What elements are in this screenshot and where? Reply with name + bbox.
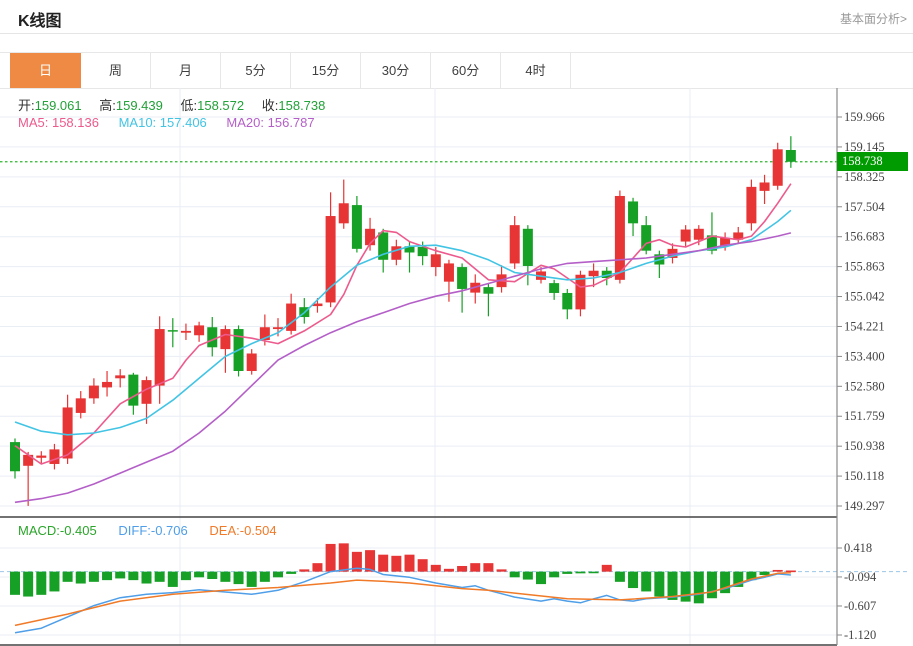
svg-text:150.938: 150.938 — [844, 439, 885, 453]
titlebar: K线图 基本面分析> — [0, 0, 913, 33]
svg-text:157.504: 157.504 — [844, 200, 885, 214]
ma-readout: MA5: 158.136 MA10: 157.406 MA20: 156.787 — [18, 115, 331, 130]
tab-30min[interactable]: 30分 — [361, 53, 431, 88]
dea-line — [14, 572, 791, 627]
ma20-line — [14, 232, 792, 504]
ma10-readout: MA10: 157.406 — [118, 115, 207, 130]
gridlines — [0, 88, 837, 645]
ohlc-readout: 开:159.061 高:159.439 低:158.572 收:158.738 — [18, 95, 339, 114]
period-tabs: 日 周 月 5分 15分 30分 60分 4时 — [0, 52, 913, 89]
ma10-line — [14, 209, 792, 436]
svg-text:158.325: 158.325 — [844, 170, 885, 184]
svg-text:155.863: 155.863 — [844, 260, 885, 274]
fundamental-analysis-link[interactable]: 基本面分析> — [839, 12, 907, 26]
tab-day[interactable]: 日 — [10, 53, 81, 88]
svg-text:-1.120: -1.120 — [844, 628, 876, 642]
tab-4hour[interactable]: 4时 — [501, 53, 571, 88]
svg-text:151.759: 151.759 — [844, 409, 885, 423]
svg-text:152.580: 152.580 — [844, 379, 885, 393]
diff-value: DIFF:-0.706 — [118, 523, 188, 538]
low-readout: 低:158.572 — [180, 98, 245, 113]
svg-text:-0.607: -0.607 — [844, 599, 876, 613]
title-divider — [0, 33, 913, 34]
ma-lines — [14, 183, 792, 504]
macd-lines — [14, 567, 791, 634]
macd-histogram — [10, 543, 796, 604]
tab-5min[interactable]: 5分 — [221, 53, 291, 88]
svg-text:-0.094: -0.094 — [844, 570, 877, 584]
svg-text:154.221: 154.221 — [844, 319, 885, 333]
macd-value: MACD:-0.405 — [18, 523, 97, 538]
dea-value: DEA:-0.504 — [209, 523, 277, 538]
svg-text:150.118: 150.118 — [844, 469, 884, 483]
svg-text:149.297: 149.297 — [844, 499, 885, 513]
axis-labels: 159.966 159.145 158.325 157.504 156.683 155.8… — [837, 110, 885, 642]
tab-15min[interactable]: 15分 — [291, 53, 361, 88]
tab-60min[interactable]: 60分 — [431, 53, 501, 88]
open-readout: 开:159.061 — [18, 98, 82, 113]
page-title: K线图 — [18, 13, 62, 30]
svg-text:159.966: 159.966 — [844, 110, 885, 124]
svg-text:159.145: 159.145 — [844, 140, 885, 154]
ma20-readout: MA20: 156.787 — [226, 115, 315, 130]
tab-week[interactable]: 周 — [81, 53, 151, 88]
svg-text:153.400: 153.400 — [844, 349, 885, 363]
high-readout: 高:159.439 — [99, 98, 163, 113]
svg-text:0.418: 0.418 — [844, 541, 872, 555]
svg-text:156.683: 156.683 — [844, 230, 885, 244]
candles — [10, 136, 796, 506]
current-price-badge: 158.738 — [837, 152, 908, 171]
ma5-line — [14, 183, 792, 465]
svg-text:155.042: 155.042 — [844, 290, 885, 304]
tab-month[interactable]: 月 — [151, 53, 221, 88]
ma5-readout: MA5: 158.136 — [18, 115, 99, 130]
macd-readout: MACD:-0.405 DIFF:-0.706 DEA:-0.504 — [18, 523, 295, 538]
close-readout: 收:158.738 — [261, 98, 326, 113]
